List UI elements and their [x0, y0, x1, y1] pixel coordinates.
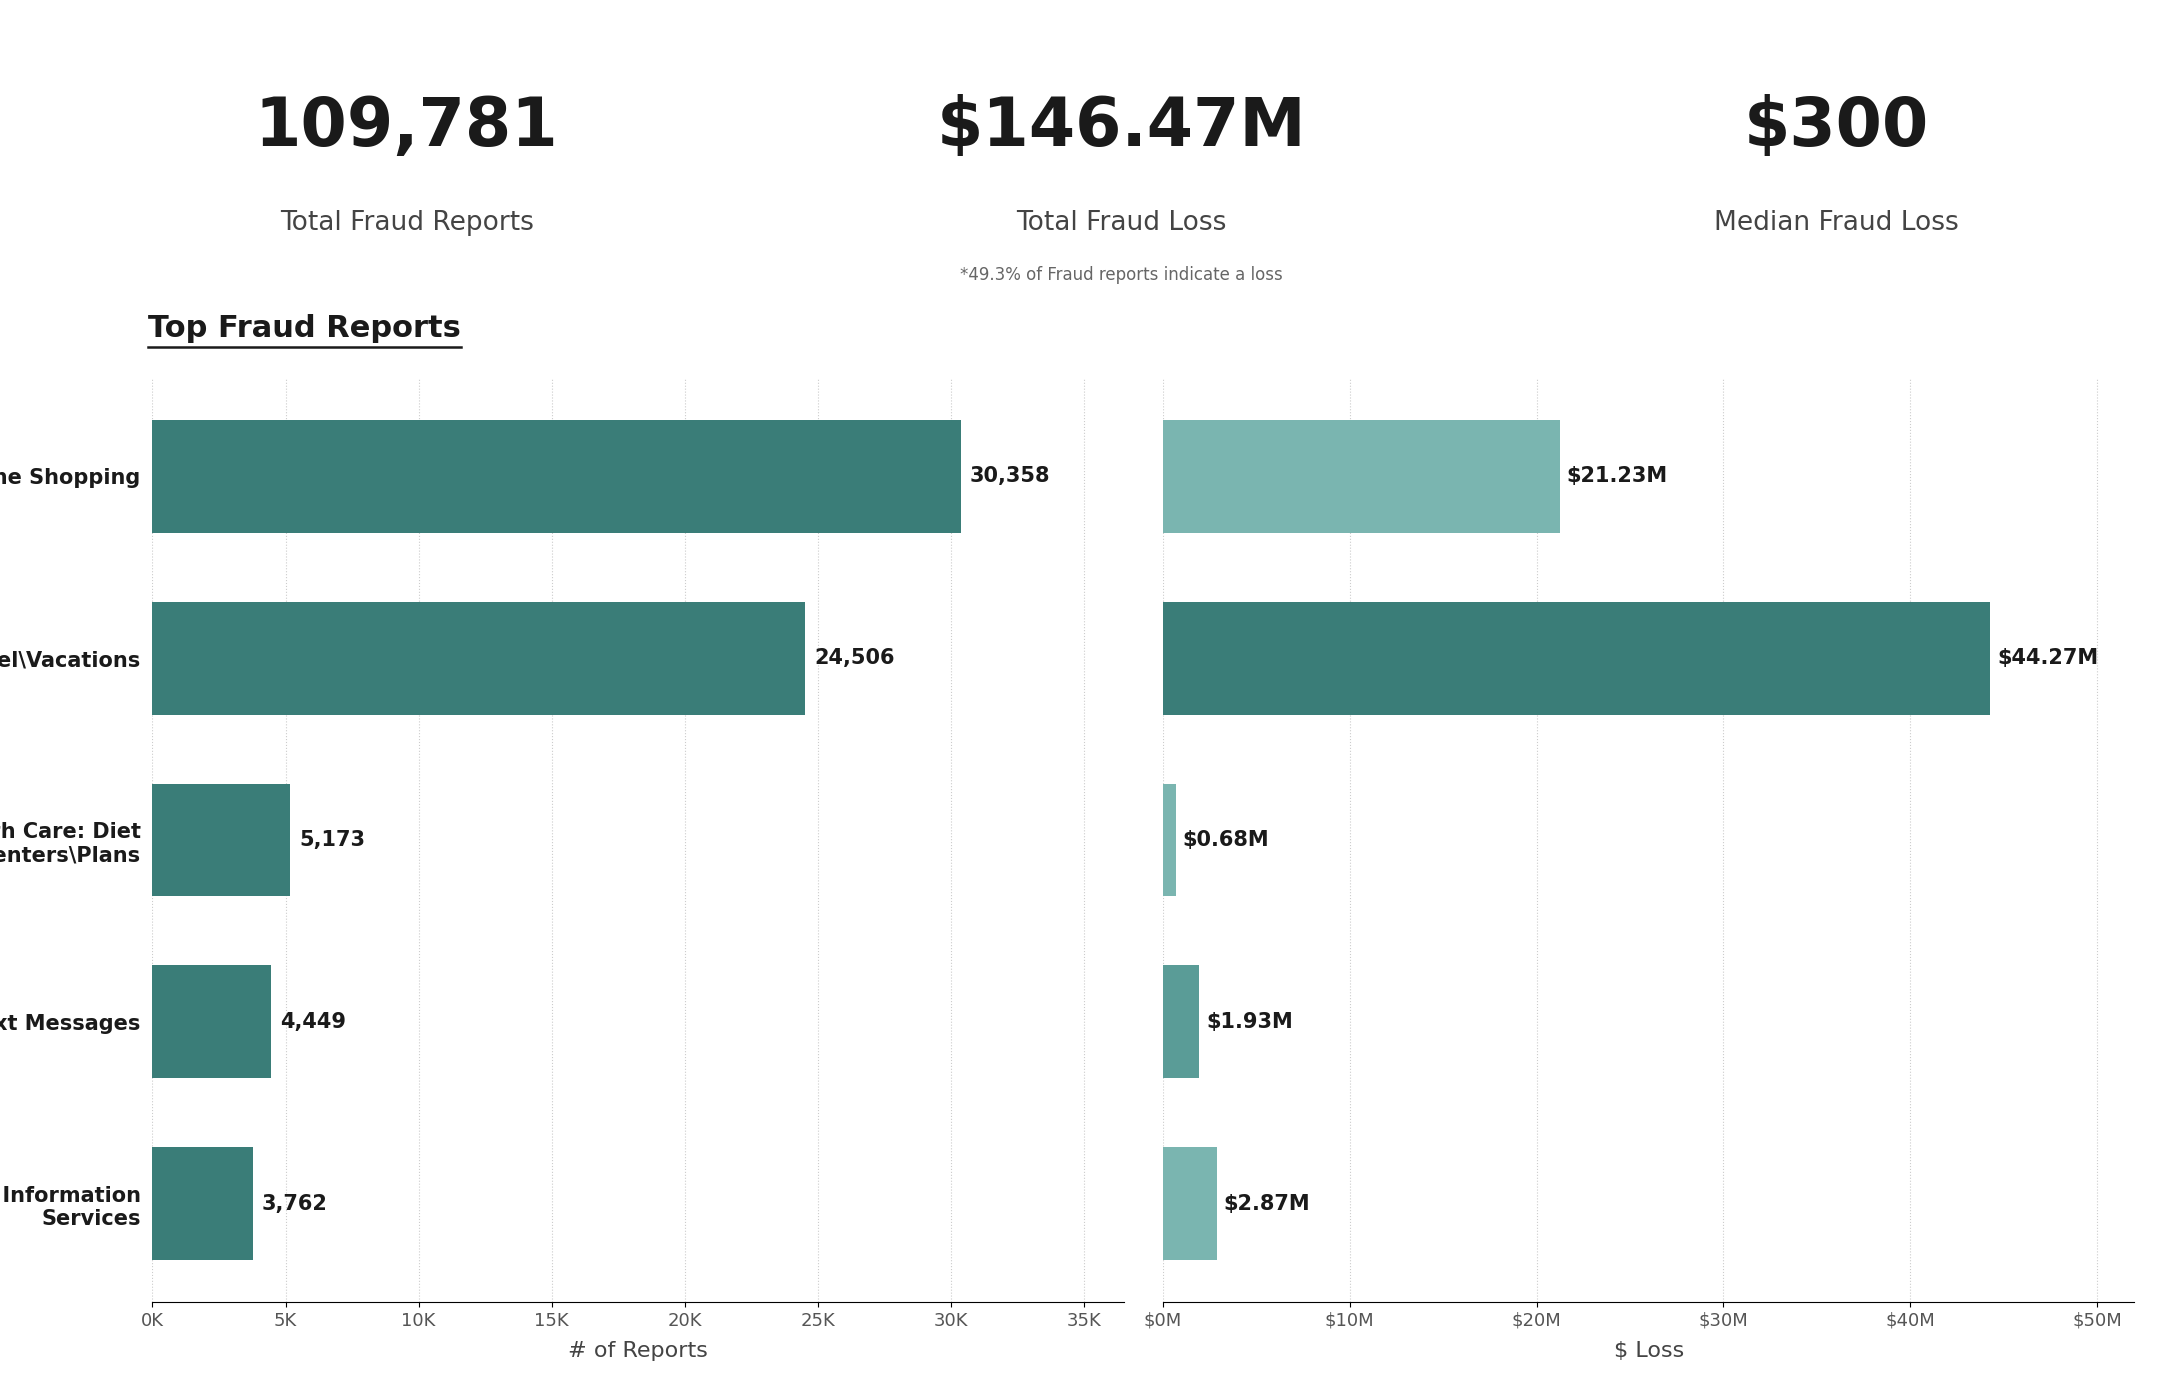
Text: Top Fraud Reports: Top Fraud Reports [148, 314, 462, 343]
Text: *49.3% of Fraud reports indicate a loss: *49.3% of Fraud reports indicate a loss [960, 266, 1283, 284]
Bar [1163, 966, 1198, 1078]
Bar [152, 966, 270, 1078]
X-axis label: # of Reports: # of Reports [568, 1341, 708, 1361]
Text: Median Fraud Loss: Median Fraud Loss [1714, 210, 1958, 235]
Text: 4,449: 4,449 [281, 1012, 346, 1032]
Bar [152, 1147, 253, 1260]
Text: 3,762: 3,762 [261, 1194, 327, 1214]
Text: Total Fraud Reports: Total Fraud Reports [279, 210, 534, 235]
Text: $1.93M: $1.93M [1207, 1012, 1294, 1032]
Text: 30,358: 30,358 [969, 466, 1050, 486]
Bar [1163, 1147, 1218, 1260]
Bar [1163, 784, 1176, 896]
Text: $0.68M: $0.68M [1183, 830, 1270, 850]
Text: $300: $300 [1745, 94, 1930, 161]
Text: $21.23M: $21.23M [1566, 466, 1668, 486]
Text: Total Fraud Loss: Total Fraud Loss [1017, 210, 1226, 235]
Text: $2.87M: $2.87M [1224, 1194, 1311, 1214]
Text: 24,506: 24,506 [815, 648, 895, 668]
Text: 5,173: 5,173 [298, 830, 366, 850]
Bar [152, 784, 290, 896]
Text: 109,781: 109,781 [255, 94, 558, 161]
Text: $44.27M: $44.27M [1997, 648, 2097, 668]
Bar [152, 420, 960, 533]
X-axis label: $ Loss: $ Loss [1614, 1341, 1684, 1361]
Bar [1163, 420, 1559, 533]
Bar [1163, 602, 1991, 714]
Text: $146.47M: $146.47M [937, 94, 1307, 161]
Bar [152, 602, 804, 714]
